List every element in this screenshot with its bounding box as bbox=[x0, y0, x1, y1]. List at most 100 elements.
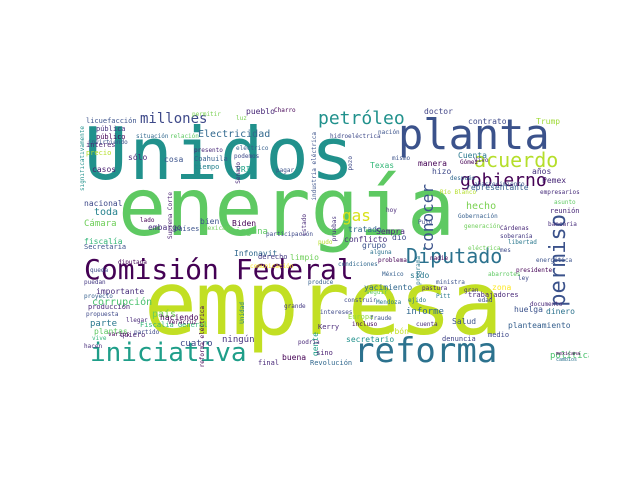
cloud-word: quiero bbox=[120, 331, 146, 339]
cloud-word: Charro bbox=[274, 107, 296, 114]
cloud-word: significativamente bbox=[80, 126, 86, 192]
cloud-word: Secretaría bbox=[84, 243, 127, 251]
cloud-word: hidroeléctrica bbox=[330, 133, 381, 140]
cloud-word: ministra bbox=[436, 279, 465, 286]
cloud-word: carbón bbox=[380, 327, 409, 336]
cloud-word: nacional bbox=[84, 199, 123, 208]
cloud-word: parte bbox=[90, 319, 118, 329]
cloud-word: pastura bbox=[422, 285, 448, 292]
cloud-word: proyecto bbox=[84, 293, 113, 300]
cloud-word: Trump bbox=[536, 117, 561, 126]
cloud-word: tiempo bbox=[194, 163, 220, 171]
cloud-word: haciendo bbox=[160, 313, 199, 322]
cloud-word: eléctrico bbox=[236, 145, 269, 152]
cloud-word: Río Blanco bbox=[440, 189, 477, 196]
cloud-word: Kerry bbox=[318, 323, 340, 331]
cloud-word: gobierno bbox=[460, 170, 547, 191]
cloud-word: importante bbox=[96, 287, 145, 296]
cloud-word: toda bbox=[94, 207, 119, 218]
cloud-word: precio bbox=[86, 149, 112, 157]
cloud-word: generación bbox=[464, 223, 501, 230]
cloud-word: sido bbox=[410, 271, 430, 280]
cloud-word: incluso bbox=[352, 321, 378, 328]
cloud-word: Pulo bbox=[418, 219, 433, 226]
cloud-word: bien bbox=[200, 217, 220, 226]
cloud-word: bancaria bbox=[548, 221, 577, 228]
cloud-word: ninguna bbox=[230, 227, 268, 237]
cloud-word: Cárdenas bbox=[500, 225, 529, 232]
cloud-word: limpio bbox=[290, 253, 319, 262]
cloud-word: soberanía bbox=[500, 233, 533, 240]
cloud-word: hacen bbox=[84, 343, 103, 350]
cloud-word: vive bbox=[92, 335, 107, 342]
cloud-word: produce bbox=[308, 279, 334, 286]
cloud-word: presento bbox=[194, 147, 223, 154]
cloud-word: problema bbox=[378, 257, 407, 264]
cloud-word: situación bbox=[136, 133, 169, 140]
cloud-word: partido bbox=[134, 329, 160, 336]
cloud-word: Comisión Federal bbox=[84, 253, 354, 286]
cloud-word: trabajadores bbox=[468, 291, 519, 299]
word-cloud: empresa energía Unidos planta reforma in… bbox=[80, 96, 589, 371]
cloud-word: queda bbox=[90, 267, 109, 274]
cloud-word: medio bbox=[488, 331, 510, 339]
cloud-word: Mendoza bbox=[376, 299, 402, 306]
cloud-word: reunión bbox=[550, 207, 580, 215]
cloud-word: reforma bbox=[354, 331, 498, 371]
cloud-word: comunicación bbox=[250, 263, 294, 270]
cloud-word: dinero bbox=[546, 307, 575, 316]
cloud-word: denuncia bbox=[442, 335, 476, 343]
cloud-word: dio bbox=[392, 233, 407, 242]
cloud-word: cosa bbox=[164, 155, 184, 164]
cloud-word: Coahuila bbox=[194, 155, 228, 163]
cloud-word: ley bbox=[518, 275, 529, 282]
cloud-word: hoy bbox=[386, 207, 397, 214]
cloud-word: cuenta bbox=[416, 321, 438, 328]
cloud-word: reforma eléctrica bbox=[199, 306, 206, 368]
cloud-word: programa bbox=[415, 256, 422, 285]
cloud-word: doctor bbox=[424, 107, 453, 116]
cloud-word: final bbox=[258, 359, 280, 367]
cloud-word: plantas bbox=[94, 327, 128, 336]
cloud-word: llegar bbox=[126, 317, 148, 324]
cloud-word: licuefacción bbox=[86, 117, 137, 125]
cloud-word: pruebas bbox=[331, 216, 338, 242]
cloud-word: cuatro bbox=[180, 339, 213, 349]
cloud-word: Salud bbox=[452, 317, 477, 326]
cloud-word: corrupción bbox=[92, 297, 153, 308]
cloud-word: tratado bbox=[348, 225, 382, 234]
cloud-word: casos bbox=[92, 165, 117, 174]
cloud-word: empresarios bbox=[540, 189, 580, 196]
cloud-word: buena bbox=[282, 353, 307, 362]
cloud-word: interés bbox=[86, 141, 116, 149]
cloud-word: relación bbox=[170, 133, 199, 140]
cloud-word: invirtiendo bbox=[88, 139, 128, 146]
cloud-word: Revolución bbox=[310, 359, 353, 367]
cloud-word: Gobernación bbox=[458, 213, 498, 220]
cloud-word: propuesta bbox=[86, 311, 119, 318]
cloud-word: lado bbox=[140, 217, 155, 224]
cloud-word: Unidos bbox=[84, 112, 357, 196]
cloud-word: sólo bbox=[128, 153, 148, 162]
cloud-word: millones bbox=[140, 111, 208, 127]
cloud-word: podemos bbox=[234, 153, 260, 160]
cloud-word: PRI bbox=[236, 165, 251, 174]
cloud-word: mismo bbox=[392, 155, 411, 162]
cloud-word: libertad bbox=[508, 239, 537, 246]
cloud-word: diputada bbox=[118, 259, 147, 266]
cloud-word: empresa bbox=[144, 252, 503, 355]
cloud-word: Cámara bbox=[84, 219, 117, 229]
cloud-word: conflicto bbox=[344, 235, 388, 244]
cloud-word: derecho bbox=[258, 253, 288, 261]
cloud-word: México bbox=[382, 271, 404, 278]
cloud-word: puedan bbox=[84, 279, 106, 286]
cloud-word: público bbox=[96, 133, 126, 141]
cloud-word: intereses bbox=[320, 309, 353, 316]
cloud-word: hecho bbox=[466, 201, 497, 212]
cloud-word: condiciones bbox=[338, 261, 378, 268]
cloud-word: años bbox=[532, 167, 552, 176]
cloud-word: mexicano bbox=[204, 225, 233, 232]
cloud-word: ejido bbox=[408, 297, 427, 304]
cloud-word: informe bbox=[406, 307, 444, 317]
cloud-word: yacimiento bbox=[364, 283, 413, 292]
